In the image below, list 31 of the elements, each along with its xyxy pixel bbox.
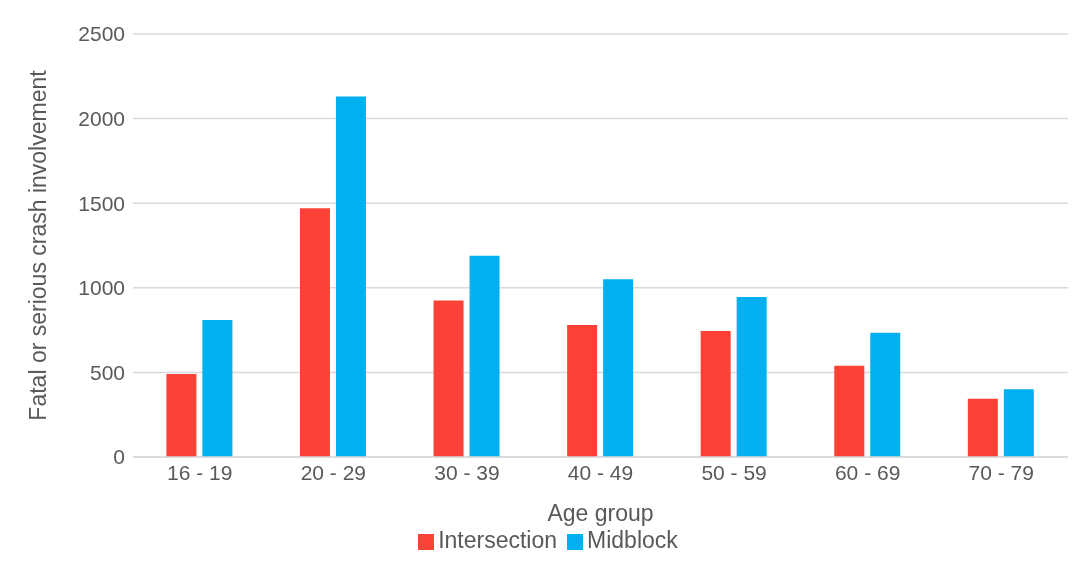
bar (603, 279, 634, 457)
y-tick-label: 500 (89, 360, 125, 384)
y-tick-label: 2500 (78, 22, 125, 46)
x-axis-title: Age group (547, 500, 654, 526)
bar (700, 330, 731, 457)
x-tick-label: 30 - 39 (434, 460, 500, 484)
bar (166, 374, 197, 457)
legend-label: Midblock (587, 527, 678, 553)
y-tick-label: 1000 (78, 276, 125, 300)
x-tick-label: 40 - 49 (567, 460, 634, 484)
y-tick-label: 0 (113, 445, 125, 469)
x-tick-label: 70 - 79 (968, 460, 1034, 484)
bar (567, 325, 598, 457)
bar (202, 319, 233, 457)
bar (736, 297, 767, 457)
x-tick-label: 60 - 69 (834, 460, 901, 484)
y-tick-label: 1500 (78, 191, 125, 215)
bar (469, 255, 500, 457)
legend-label: Intersection (438, 527, 558, 553)
bar (870, 332, 901, 457)
y-tick-label: 2000 (78, 107, 125, 131)
x-tick-label: 20 - 29 (300, 460, 367, 484)
bar (834, 365, 865, 457)
bar (299, 208, 330, 457)
x-tick-label: 50 - 59 (701, 460, 767, 484)
bar (1003, 389, 1034, 457)
bar (335, 96, 366, 457)
bar (433, 300, 464, 457)
x-tick-label: 16 - 19 (167, 460, 233, 484)
bar (967, 398, 998, 457)
y-axis-title: Fatal or serious crash involvement (25, 69, 52, 421)
